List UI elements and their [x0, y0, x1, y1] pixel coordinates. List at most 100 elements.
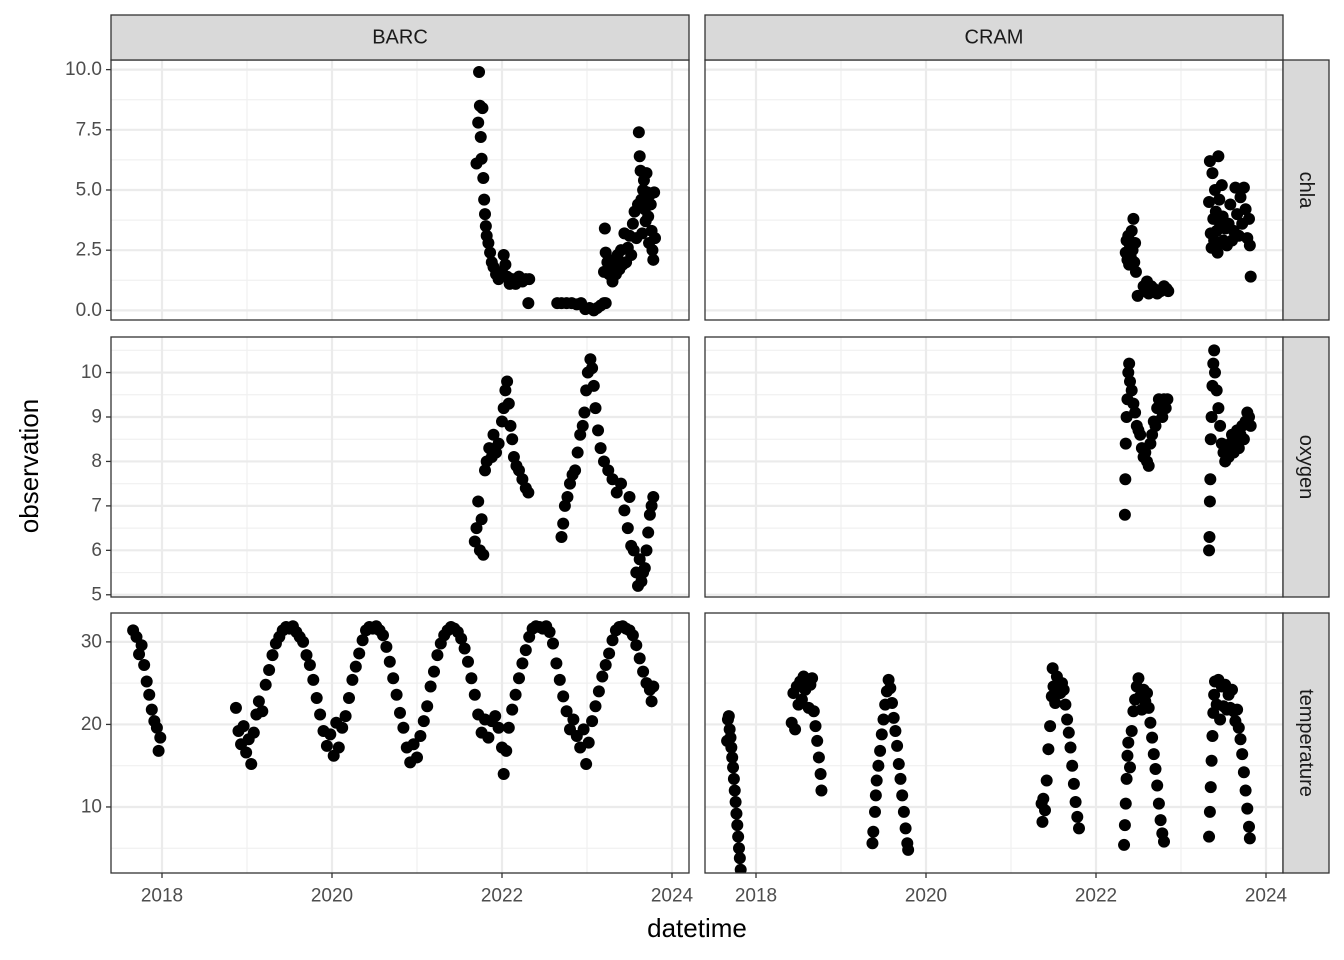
data-point	[1062, 726, 1075, 739]
data-point	[599, 246, 612, 259]
strip-background	[704, 14, 1284, 61]
strip-label: BARC	[372, 27, 428, 49]
data-point	[523, 273, 536, 286]
data-point	[1049, 696, 1062, 709]
data-point	[1212, 150, 1225, 163]
data-point	[870, 774, 883, 787]
data-point	[1073, 822, 1085, 835]
data-point	[1059, 698, 1072, 711]
data-point	[324, 728, 337, 741]
data-point	[497, 249, 510, 261]
data-point	[606, 634, 619, 647]
strip-temperature: temperature	[1282, 612, 1330, 874]
data-point	[589, 402, 602, 415]
data-point	[1205, 754, 1218, 767]
data-point	[867, 825, 880, 838]
data-point	[1151, 779, 1164, 792]
x-tick-label: 2024	[651, 886, 694, 907]
data-point	[1239, 203, 1252, 216]
data-point	[1119, 797, 1132, 810]
data-point	[497, 767, 510, 780]
data-point	[1039, 804, 1051, 817]
y-tick-label: 5	[91, 584, 102, 605]
x-axis-title: datetime	[647, 913, 747, 943]
data-point	[336, 721, 349, 734]
data-point	[638, 562, 651, 575]
data-point	[487, 428, 500, 441]
data-point	[492, 437, 505, 450]
data-point	[414, 729, 427, 742]
y-tick-label: 30	[81, 631, 102, 652]
data-point	[1210, 384, 1223, 397]
data-point	[383, 655, 396, 668]
data-point	[1226, 683, 1238, 696]
data-point	[1144, 716, 1157, 729]
data-point	[815, 784, 828, 797]
data-point	[1142, 701, 1155, 714]
data-point	[795, 693, 808, 706]
strip-background	[1282, 59, 1330, 321]
data-point	[1244, 419, 1257, 432]
data-point	[1214, 419, 1227, 432]
data-point	[516, 657, 529, 670]
data-point	[1118, 819, 1131, 832]
data-point	[1224, 198, 1237, 211]
data-point	[1204, 473, 1217, 486]
data-point	[377, 629, 389, 642]
data-point	[1127, 397, 1140, 410]
data-point	[152, 744, 165, 757]
data-point	[727, 772, 740, 785]
data-point	[647, 680, 660, 693]
data-point	[1128, 256, 1141, 269]
data-point	[1207, 357, 1220, 370]
data-point	[1203, 531, 1216, 543]
data-point	[889, 725, 902, 738]
data-point	[1061, 713, 1074, 726]
data-point	[1212, 402, 1225, 415]
data-point	[615, 477, 627, 490]
data-point	[1237, 181, 1250, 194]
data-point	[468, 535, 481, 548]
data-point	[1066, 759, 1079, 772]
data-point	[468, 688, 481, 701]
data-point	[310, 692, 323, 705]
data-point	[1206, 167, 1219, 180]
strip-oxygen: oxygen	[1282, 336, 1330, 598]
panel-barc-chla	[110, 59, 690, 321]
data-point	[642, 526, 655, 539]
data-point	[584, 353, 597, 366]
x-tick-label: 2024	[1245, 886, 1288, 907]
strip-background	[1282, 336, 1330, 598]
data-point	[1149, 419, 1162, 432]
data-point	[1129, 236, 1142, 249]
data-point	[567, 713, 580, 726]
data-point	[1213, 193, 1226, 206]
data-point	[1161, 393, 1174, 406]
panel-barc-temperature	[110, 612, 690, 874]
data-point	[1203, 544, 1216, 557]
data-point	[1243, 239, 1256, 252]
data-point	[502, 397, 515, 410]
data-point	[390, 688, 403, 701]
data-point	[577, 723, 590, 736]
data-point	[1206, 729, 1219, 742]
data-point	[894, 772, 907, 785]
data-point	[519, 644, 532, 657]
data-point	[1205, 411, 1218, 423]
data-point	[1159, 402, 1172, 415]
data-point	[733, 852, 746, 865]
points-group	[721, 662, 1256, 873]
data-point	[1125, 725, 1138, 738]
data-point	[598, 455, 610, 468]
y-tick-label: 5.0	[76, 180, 102, 201]
data-point	[263, 663, 276, 676]
data-point	[1064, 741, 1077, 754]
data-point	[1243, 212, 1255, 225]
data-point	[547, 637, 559, 650]
data-point	[812, 751, 825, 764]
data-point	[553, 673, 566, 686]
strip-label: oxygen	[1295, 435, 1317, 500]
data-point	[300, 649, 313, 662]
data-point	[618, 504, 631, 517]
